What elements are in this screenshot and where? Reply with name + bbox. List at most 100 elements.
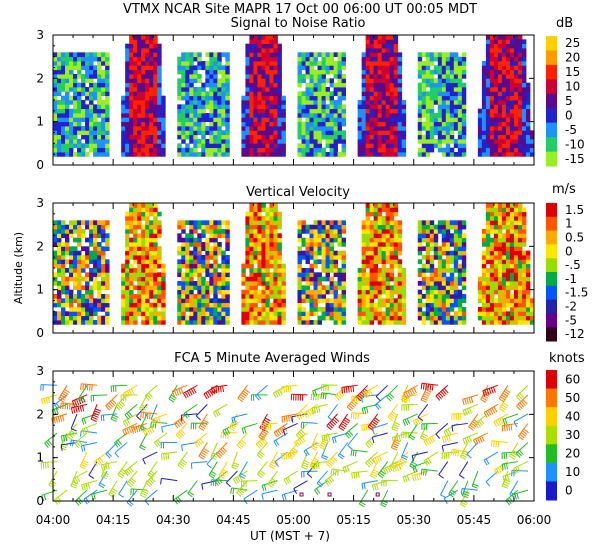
heatmap-cell — [213, 259, 218, 265]
heatmap-cell — [417, 61, 423, 66]
heatmap-cell — [513, 61, 519, 66]
heatmap-cell — [317, 307, 322, 312]
heatmap-cell — [493, 95, 499, 101]
heatmap-cell — [377, 82, 383, 88]
heatmap-cell — [277, 276, 282, 282]
heatmap-cell — [97, 229, 102, 234]
heatmap-cell — [77, 147, 82, 153]
heatmap-cell — [401, 143, 407, 149]
heatmap-cell — [513, 294, 519, 299]
heatmap-cell — [373, 139, 379, 144]
heatmap-cell — [201, 259, 206, 265]
heatmap-cell — [389, 276, 395, 282]
heatmap-cell — [309, 246, 314, 252]
wind-barb-staff — [108, 480, 118, 495]
heatmap-cell — [301, 130, 306, 136]
heatmap-cell — [497, 87, 503, 92]
heatmap-cell — [341, 104, 347, 110]
heatmap-cell — [421, 263, 427, 269]
heatmap-cell — [497, 320, 503, 325]
heatmap-cell — [513, 48, 519, 53]
heatmap-cell — [253, 224, 258, 230]
heatmap-cell — [105, 113, 110, 118]
heatmap-cell — [453, 320, 459, 325]
heatmap-cell — [381, 82, 387, 88]
heatmap-cell — [325, 139, 330, 144]
heatmap-cell — [53, 74, 58, 79]
heatmap-cell — [481, 126, 487, 131]
heatmap-cell — [321, 276, 326, 282]
heatmap-cell — [497, 203, 503, 208]
heatmap-cell — [333, 224, 338, 230]
heatmap-cell — [149, 307, 154, 312]
heatmap-cell — [141, 211, 146, 217]
wind-barb-feather — [69, 439, 72, 446]
heatmap-cell — [317, 121, 322, 127]
heatmap-cell — [69, 302, 74, 308]
heatmap-cell — [329, 233, 334, 239]
heatmap-cell — [389, 113, 395, 118]
wind-barb — [41, 394, 58, 405]
heatmap-cell — [277, 61, 282, 66]
heatmap-cell — [497, 117, 503, 123]
heatmap-cell — [313, 126, 318, 131]
heatmap-cell — [205, 289, 210, 295]
heatmap-cell — [181, 52, 186, 58]
heatmap-cell — [441, 281, 447, 286]
heatmap-cell — [161, 263, 166, 269]
heatmap-cell — [217, 289, 222, 295]
heatmap-cell — [369, 272, 375, 278]
heatmap-cell — [85, 307, 90, 312]
heatmap-cell — [397, 289, 403, 295]
heatmap-cell — [377, 113, 383, 118]
heatmap-cell — [141, 117, 146, 123]
heatmap-cell — [261, 259, 266, 265]
heatmap-cell — [137, 311, 142, 317]
heatmap-cell — [449, 298, 455, 304]
heatmap-cell — [505, 311, 511, 317]
heatmap-cell — [317, 143, 322, 149]
heatmap-cell — [73, 126, 78, 131]
heatmap-cell — [509, 130, 515, 136]
heatmap-cell — [441, 78, 447, 84]
heatmap-cell — [373, 39, 379, 45]
heatmap-cell — [153, 281, 158, 286]
heatmap-cell — [385, 207, 391, 213]
heatmap-cell — [257, 320, 262, 325]
heatmap-cell — [69, 224, 74, 230]
heatmap-cell — [301, 152, 306, 157]
heatmap-cell — [105, 69, 110, 75]
heatmap-cell — [245, 237, 250, 243]
heatmap-cell — [221, 117, 226, 123]
heatmap-cell — [369, 147, 375, 153]
heatmap-cell — [245, 246, 250, 252]
heatmap-cell — [305, 298, 310, 304]
heatmap-cell — [185, 91, 190, 97]
heatmap-cell — [381, 242, 387, 247]
heatmap-cell — [389, 311, 395, 317]
wind-barb-feather — [101, 476, 108, 480]
heatmap-cell — [225, 289, 230, 295]
heatmap-cell — [205, 95, 210, 101]
heatmap-cell — [253, 39, 258, 45]
heatmap-cell — [181, 130, 186, 136]
heatmap-cell — [321, 121, 326, 127]
heatmap-cell — [337, 121, 342, 127]
heatmap-cell — [341, 259, 347, 265]
heatmap-cell — [189, 139, 194, 144]
heatmap-cell — [517, 216, 523, 221]
heatmap-cell — [281, 117, 286, 123]
heatmap-cell — [261, 268, 266, 273]
heatmap-cell — [305, 117, 310, 123]
heatmap-cell — [153, 289, 158, 295]
wind-barb — [74, 432, 88, 449]
heatmap-cell — [89, 121, 94, 127]
heatmap-cell — [509, 87, 515, 92]
heatmap-cell — [509, 237, 515, 243]
heatmap-cell — [509, 263, 515, 269]
heatmap-cell — [417, 69, 423, 75]
heatmap-cell — [505, 285, 511, 291]
heatmap-cell — [65, 250, 70, 256]
heatmap-cell — [153, 216, 158, 221]
heatmap-cell — [389, 134, 395, 140]
